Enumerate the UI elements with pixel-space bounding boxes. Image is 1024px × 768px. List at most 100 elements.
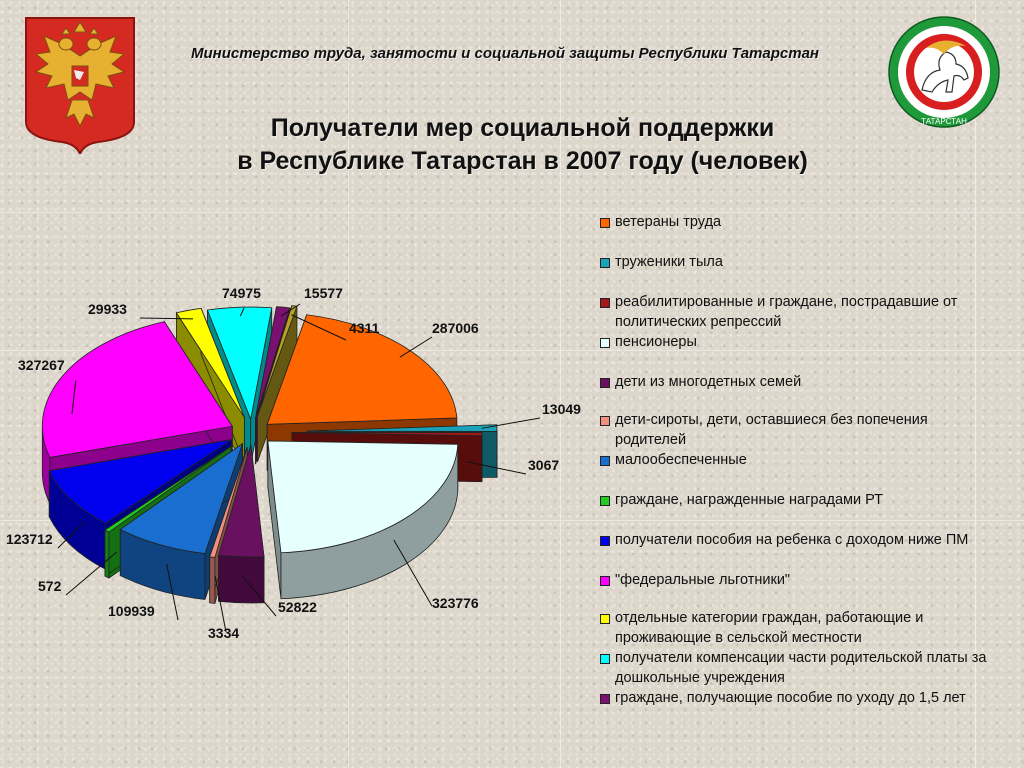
data-label-leader-line [71, 380, 77, 415]
pie-slice-top [255, 306, 291, 419]
legend-item: получатели пособия на ребенка с доходом … [598, 530, 1000, 550]
legend-swatch [600, 298, 610, 308]
pie-data-label: 287006 [432, 320, 479, 336]
pie-slice-top [306, 424, 498, 432]
legend-swatch [600, 654, 610, 664]
pie-slice-top [104, 445, 232, 533]
data-label-leader-line [214, 575, 227, 633]
legend-swatch [600, 694, 610, 704]
legend-item: ветераны труда [598, 212, 1000, 232]
pie-slice-top [209, 446, 248, 558]
legend-label: дети-сироты, дети, оставшиеся без попече… [615, 412, 928, 448]
pie-slice [218, 444, 265, 604]
data-label-leader-line [139, 317, 194, 320]
pie-data-labels: 287006 13049 3067 323776 52822 3334 109939 572 1… [6, 285, 581, 641]
legend-swatch [600, 378, 610, 388]
legend-label: труженики тыла [615, 254, 723, 270]
data-label-leader-line [481, 417, 541, 429]
pie-data-label: 4311 [349, 320, 380, 336]
pie-slice-top [291, 431, 483, 437]
legend-item: получатели компенсации части родительско… [598, 648, 1000, 688]
emblem-ring-text: ТАТАРСТАН [921, 117, 967, 126]
legend-swatch [600, 258, 610, 268]
pie-data-label: 327267 [18, 357, 65, 373]
legend-item: дети из многодетных семей [598, 372, 1000, 392]
chart-title-line-1: Получатели мер социальной поддержки [270, 114, 775, 142]
background-guide-line [0, 212, 1024, 213]
pie-data-label: 13049 [542, 401, 581, 417]
legend-label: дети из многодетных семей [615, 374, 802, 390]
legend-label: получатели компенсации части родительско… [615, 650, 987, 686]
pie-data-label: 52822 [278, 599, 317, 615]
chart-title-line-2: в Республике Татарстан в 2007 году (чело… [237, 147, 808, 175]
legend-item: малообеспеченные [598, 450, 1000, 470]
pie-data-label: 3334 [208, 625, 239, 641]
coat-of-arms-russia-icon [25, 17, 135, 154]
pie-data-label: 29933 [88, 301, 127, 317]
pie-data-label: 572 [38, 578, 62, 594]
background-guide-line [560, 0, 561, 768]
pie-slices [41, 305, 498, 604]
data-label-leader-line [280, 303, 301, 317]
pie-data-label: 15577 [304, 285, 343, 301]
ministry-name: Министерство труда, занятости и социальн… [191, 45, 819, 62]
legend-label: получатели пособия на ребенка с доходом … [615, 532, 969, 548]
legend-item: пенсионеры [598, 332, 1000, 352]
legend-label: реабилитированные и граждане, пострадавш… [615, 294, 958, 330]
legend-swatch [600, 338, 610, 348]
pie-data-label: 74975 [222, 285, 261, 301]
legend-item: граждане, получающие пособие по уходу до… [598, 688, 1000, 708]
legend-label: отдельные категории граждан, работающие … [615, 610, 924, 646]
pie-slice-top [266, 314, 458, 425]
pie-slice-top [41, 321, 233, 458]
data-label-leader-line [399, 336, 433, 358]
data-label-leader-line [166, 564, 179, 621]
data-label-leader-line [291, 314, 347, 341]
legend-swatch [600, 496, 610, 506]
data-label-leader-line [65, 551, 118, 596]
legend-swatch [600, 416, 610, 426]
pie-slice-wall [104, 529, 110, 579]
pie-slice-top [48, 439, 232, 524]
pie-slice [119, 442, 244, 600]
legend-item: отдельные категории граждан, работающие … [598, 608, 1000, 648]
pie-data-label: 123712 [6, 531, 53, 547]
background-guide-line [0, 520, 1024, 521]
data-label-leader-line [239, 307, 245, 317]
legend-swatch [600, 218, 610, 228]
legend-item: реабилитированные и граждане, пострадавш… [598, 292, 1000, 332]
legend-label: граждане, получающие пособие по уходу до… [615, 690, 966, 706]
pie-data-label: 3067 [528, 457, 559, 473]
pie-data-label: 323776 [432, 595, 479, 611]
pie-slice-top [206, 306, 273, 421]
pie-slice-top [175, 307, 245, 418]
legend-swatch [600, 576, 610, 586]
legend-item: "федеральные льготники" [598, 570, 1000, 590]
legend-label: граждане, награжденные наградами РТ [615, 492, 884, 508]
legend-item: труженики тыла [598, 252, 1000, 272]
pie-slice [267, 440, 459, 600]
pie-slice-wall [218, 554, 265, 604]
pie-slice-top [267, 440, 459, 554]
pie-data-label: 109939 [108, 603, 155, 619]
legend-item: граждане, награжденные наградами РТ [598, 490, 1000, 510]
data-label-leader-line [241, 575, 277, 617]
background-guide-line [0, 350, 1024, 351]
legend-label: "федеральные льготники" [615, 572, 791, 588]
legend-swatch [600, 536, 610, 546]
data-label-leader-line [393, 539, 433, 607]
chart-title: Получатели мер социальной поддержки в Ре… [150, 112, 895, 178]
legend-label: пенсионеры [615, 334, 697, 350]
coat-of-arms-tatarstan-icon: ТАТАРСТАН [888, 16, 1000, 128]
pie-slice-wall [209, 556, 216, 604]
data-label-leader-line [466, 461, 527, 475]
legend-label: ветераны труда [615, 214, 722, 230]
pie-slice-top [119, 442, 244, 554]
legend-item: дети-сироты, дети, оставшиеся без попече… [598, 410, 1000, 450]
legend-label: малообеспеченные [615, 452, 747, 468]
pie-slice-top [218, 444, 265, 558]
data-label-leader-line [57, 521, 85, 549]
background-guide-line [975, 0, 976, 768]
legend-swatch [600, 456, 610, 466]
